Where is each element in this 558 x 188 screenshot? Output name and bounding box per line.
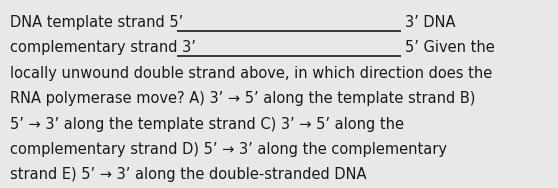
Text: complementary strand D) 5’ → 3’ along the complementary: complementary strand D) 5’ → 3’ along th… xyxy=(10,142,447,157)
Text: RNA polymerase move? A) 3’ → 5’ along the template strand B): RNA polymerase move? A) 3’ → 5’ along th… xyxy=(10,91,475,106)
Text: 3’ DNA: 3’ DNA xyxy=(405,15,455,30)
Text: 5’ → 3’ along the template strand C) 3’ → 5’ along the: 5’ → 3’ along the template strand C) 3’ … xyxy=(10,117,404,132)
Text: complementary strand 3’: complementary strand 3’ xyxy=(10,40,196,55)
Text: strand E) 5’ → 3’ along the double-stranded DNA: strand E) 5’ → 3’ along the double-stran… xyxy=(10,167,367,182)
Text: locally unwound double strand above, in which direction does the: locally unwound double strand above, in … xyxy=(10,66,492,81)
Text: 5’ Given the: 5’ Given the xyxy=(405,40,494,55)
Text: DNA template strand 5’: DNA template strand 5’ xyxy=(10,15,183,30)
